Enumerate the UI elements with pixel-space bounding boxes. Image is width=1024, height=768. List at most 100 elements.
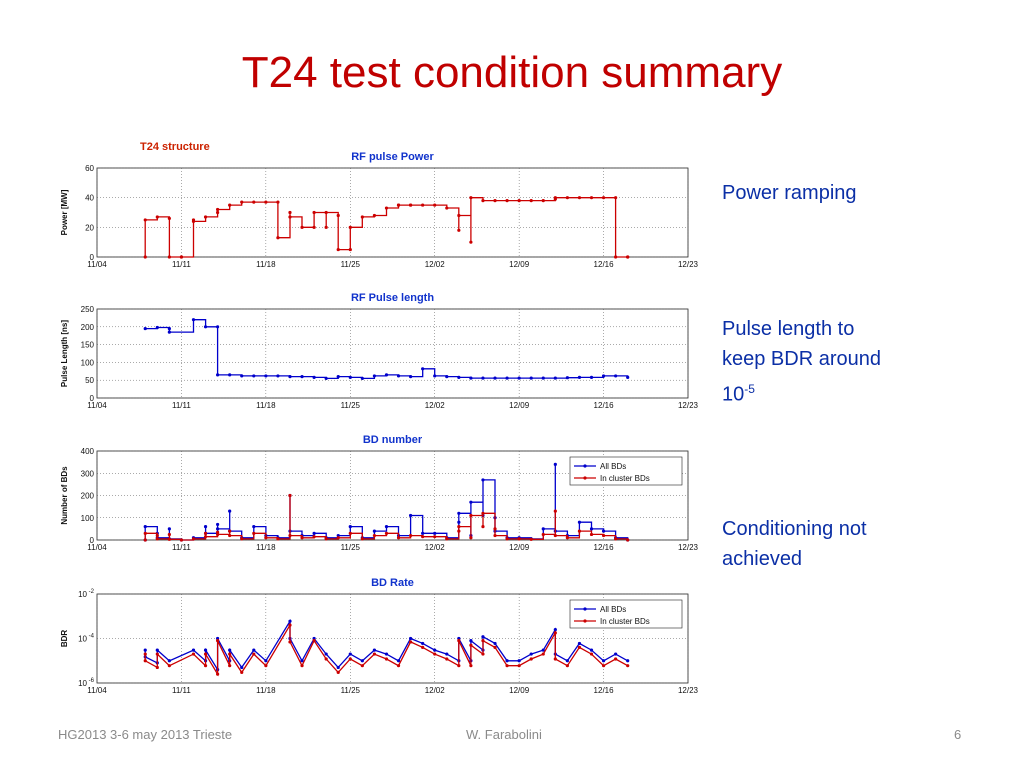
data-point <box>191 652 196 656</box>
data-point <box>228 664 232 668</box>
y-tick-label: 200 <box>81 492 95 501</box>
data-point <box>155 215 159 219</box>
data-point <box>167 330 171 334</box>
data-point <box>167 255 171 259</box>
data-point <box>300 659 304 663</box>
x-tick-label: 12/23 <box>678 401 699 410</box>
data-point <box>505 664 509 668</box>
y-tick-label: 10 <box>78 679 87 688</box>
y-tick-label: 300 <box>81 469 95 478</box>
data-point <box>457 664 461 668</box>
data-point <box>252 525 256 529</box>
data-point <box>143 525 147 529</box>
data-point <box>348 375 352 379</box>
data-point <box>336 670 340 674</box>
data-point <box>252 531 256 535</box>
data-point <box>517 376 521 380</box>
data-point <box>421 641 425 646</box>
x-tick-label: 11/04 <box>87 543 107 552</box>
data-point <box>469 639 473 643</box>
x-tick-label: 11/25 <box>341 401 361 410</box>
data-point <box>288 493 292 498</box>
charts-panel: T24 structure RF pulse Power 11/04 11/11 11… <box>60 141 699 695</box>
x-tick-label: 11/04 <box>87 401 107 410</box>
data-point <box>155 665 159 670</box>
data-point <box>469 513 473 518</box>
data-point <box>445 375 449 379</box>
x-tick-label: 11/25 <box>341 260 361 269</box>
data-point <box>517 664 521 668</box>
data-point <box>240 665 244 670</box>
data-point <box>626 659 630 663</box>
y-tick-label: 150 <box>81 341 95 350</box>
data-point <box>457 639 461 643</box>
data-point <box>240 200 244 204</box>
legend-box <box>569 456 683 486</box>
data-point <box>288 619 292 623</box>
data-point <box>457 228 461 232</box>
data-point <box>577 645 582 649</box>
data-point <box>203 664 208 668</box>
footer-center: W. Farabolini <box>466 727 542 742</box>
data-point <box>216 325 220 329</box>
data-point <box>143 218 147 222</box>
y-tick-exponent: -6 <box>89 678 95 684</box>
data-point <box>469 664 473 668</box>
data-point <box>276 200 280 204</box>
data-point <box>601 533 606 538</box>
data-point <box>589 527 594 531</box>
data-point <box>601 196 606 200</box>
x-tick-label: 11/11 <box>172 543 191 552</box>
data-point <box>493 376 497 380</box>
data-point <box>457 375 461 379</box>
data-point <box>614 652 618 656</box>
data-point <box>288 210 292 215</box>
data-point <box>553 533 557 538</box>
y-tick-label: 100 <box>81 514 95 523</box>
data-point <box>565 659 569 663</box>
data-point <box>481 478 485 482</box>
data-point <box>408 375 413 379</box>
data-point <box>626 538 630 542</box>
data-point <box>505 376 509 380</box>
data-point <box>469 376 473 380</box>
data-point <box>203 535 208 539</box>
data-point <box>577 520 582 524</box>
data-point <box>143 659 147 663</box>
data-point <box>228 652 232 656</box>
data-point <box>589 375 594 379</box>
y-axis-label: Power [MW] <box>60 189 69 235</box>
data-point <box>336 536 340 540</box>
data-point <box>252 652 256 656</box>
note-cond-line1: Conditioning not <box>722 518 867 540</box>
data-point <box>565 376 569 380</box>
note-cond-line2: achieved <box>722 548 803 570</box>
y-tick-label: 0 <box>90 536 95 545</box>
data-point <box>408 640 413 644</box>
x-tick-label: 12/16 <box>594 260 615 269</box>
y-tick-label: 20 <box>85 223 94 232</box>
data-point <box>167 216 171 221</box>
x-tick-label: 11/04 <box>87 686 107 695</box>
data-point <box>433 374 437 378</box>
data-point <box>505 199 509 203</box>
data-point <box>240 537 244 541</box>
data-point <box>517 537 521 541</box>
data-point <box>143 652 147 656</box>
data-point <box>626 375 630 379</box>
data-point <box>577 641 582 646</box>
chart-title: BD Rate <box>371 577 414 589</box>
y-tick-label: 250 <box>81 305 95 314</box>
data-point <box>421 203 425 207</box>
data-point <box>348 531 352 535</box>
data-point <box>276 537 280 541</box>
data-point <box>179 538 184 542</box>
data-point <box>155 652 159 656</box>
data-point <box>228 509 232 513</box>
data-point <box>541 527 545 531</box>
data-point <box>143 538 147 542</box>
legend-label: In cluster BDs <box>600 474 650 483</box>
data-point <box>336 665 340 670</box>
data-point <box>601 374 606 378</box>
data-point <box>216 639 220 643</box>
